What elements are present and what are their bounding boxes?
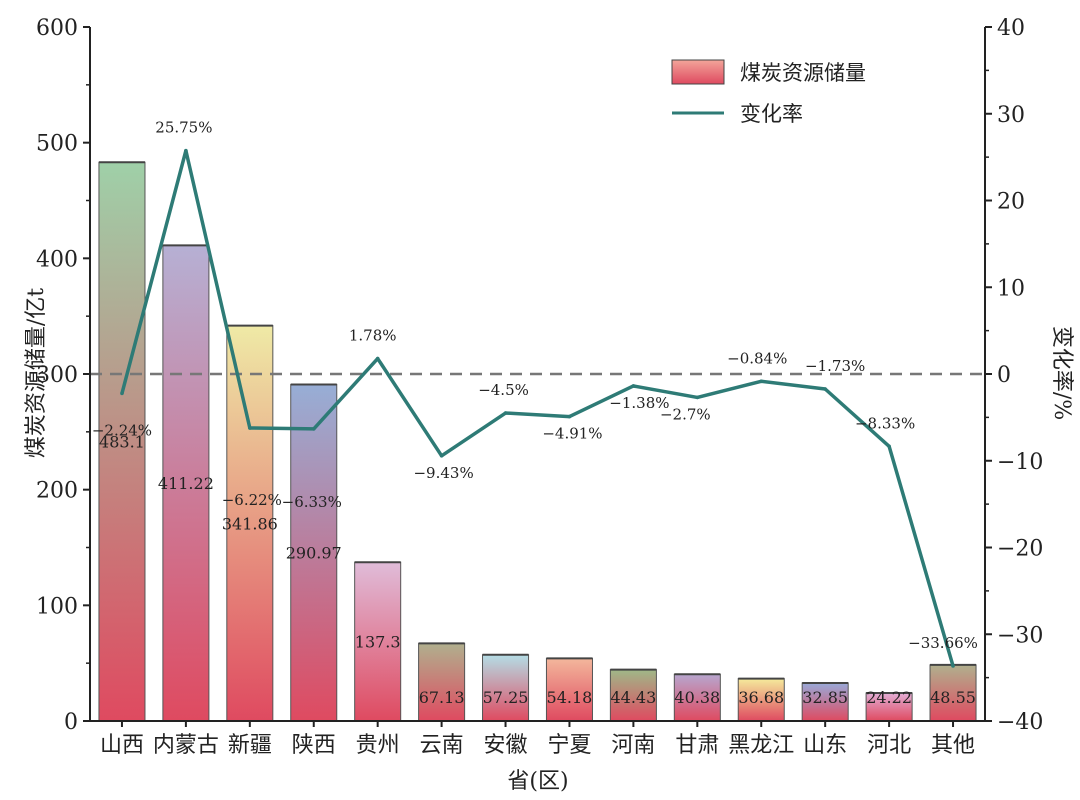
rate-point: [887, 444, 891, 449]
bar-value-label: 54.18: [547, 688, 593, 707]
legend: 煤炭资源储量 变化率: [671, 59, 866, 126]
axes-layer: 0 100 200 300 400 500 600 −40 −30 −20 −10 0 10 20 30 40…: [36, 16, 1043, 758]
x-axis-title: 省(区): [507, 769, 568, 794]
bar-value-label: 32.85: [802, 688, 848, 707]
y-tick-label: 300: [36, 363, 78, 388]
rate-value-label: 1.78%: [349, 327, 397, 345]
x-category-label: 其他: [931, 733, 975, 758]
y-tick-label: 100: [36, 594, 78, 619]
bar-value-label: 36.68: [738, 688, 784, 707]
x-category-label: 贵州: [356, 733, 400, 758]
bar: [98, 161, 146, 722]
y2-tick-label: 30: [997, 103, 1025, 128]
rate-value-label: −4.5%: [478, 381, 529, 399]
bar: [609, 669, 657, 722]
bar: [418, 642, 466, 722]
rate-point: [759, 379, 764, 384]
x-category-label: 内蒙古: [153, 733, 219, 758]
bar-value-label: 411.22: [158, 474, 214, 493]
y2-tick-label: −30: [997, 623, 1043, 648]
x-category-label: 安徽: [484, 733, 528, 758]
rate-value-label: −1.73%: [805, 357, 865, 375]
x-category-label: 宁夏: [547, 733, 591, 758]
rate-line-layer: [120, 148, 955, 668]
rate-value-label: −8.33%: [855, 414, 915, 432]
bar: [929, 664, 977, 722]
rate-point: [503, 411, 508, 415]
bar: [673, 673, 721, 722]
y-tick-label: 500: [36, 132, 78, 157]
bar-value-label: 24.22: [866, 688, 912, 707]
y-axis-title: 煤炭资源储量/亿t: [24, 288, 49, 458]
y2-tick-label: 20: [997, 190, 1025, 215]
legend-line-label: 变化率: [740, 102, 803, 126]
bar: [545, 657, 593, 722]
labels-layer: 483.1 411.22 341.86 290.97 137.3 67.13 57.25 54…: [92, 119, 978, 707]
x-category-label: 河南: [611, 733, 655, 758]
x-category-label: 陕西: [292, 733, 336, 758]
y-tick-label: 400: [36, 247, 78, 272]
y-tick-label: 600: [36, 16, 78, 41]
rate-point: [631, 384, 636, 388]
rate-point: [951, 664, 955, 668]
y2-tick-label: 0: [997, 363, 1011, 388]
y2-tick-label: −20: [997, 537, 1043, 562]
rate-point: [567, 414, 572, 419]
y2-tick-label: 10: [997, 276, 1025, 301]
y2-tick-label: −40: [997, 710, 1043, 735]
y2-axis-title: 变化率/%: [1049, 326, 1074, 420]
y2-tick-label: −10: [997, 450, 1043, 475]
bar-value-label: 341.86: [222, 514, 278, 533]
x-category-label: 河北: [867, 733, 911, 758]
x-category-label: 山东: [803, 733, 847, 758]
bar: [865, 692, 913, 722]
rate-value-label: 25.75%: [155, 119, 212, 137]
y-tick-label: 0: [64, 710, 78, 735]
x-category-label: 云南: [420, 733, 464, 758]
bar: [226, 325, 274, 722]
bar-value-label: 67.13: [419, 688, 465, 707]
bar: [482, 654, 530, 722]
rate-line: [120, 148, 955, 667]
x-category-label: 黑龙江: [728, 733, 794, 758]
bar-value-label: 44.43: [610, 688, 656, 707]
rate-point: [248, 426, 252, 430]
rate-value-label: −2.24%: [92, 421, 152, 439]
rate-point: [375, 356, 380, 361]
rate-value-label: −1.38%: [609, 394, 669, 412]
rate-point: [823, 387, 827, 391]
y-tick-label: 200: [36, 479, 78, 504]
rate-point: [120, 391, 124, 396]
bar-value-label: 483.1: [99, 433, 145, 452]
x-category-label: 山西: [100, 733, 144, 758]
rate-point: [695, 395, 700, 400]
legend-bar-swatch: [671, 59, 725, 85]
bar: [162, 244, 210, 722]
bar-value-label: 48.55: [930, 688, 976, 707]
rate-value-label: −33.66%: [908, 634, 978, 652]
rate-value-label: −9.43%: [413, 464, 473, 482]
rate-value-label: −6.33%: [282, 493, 342, 511]
x-category-label: 新疆: [228, 733, 272, 758]
y2-tick-label: 40: [997, 16, 1025, 41]
rate-value-label: −4.91%: [542, 425, 602, 443]
bar-value-label: 40.38: [674, 688, 720, 707]
bar-value-label: 290.97: [286, 544, 342, 563]
legend-bar-label: 煤炭资源储量: [740, 61, 866, 85]
rate-value-label: −0.84%: [727, 349, 787, 367]
bar: [354, 561, 402, 722]
rate-point: [439, 454, 444, 458]
bar-value-label: 57.25: [483, 688, 529, 707]
bars-layer: [98, 161, 977, 722]
bar-value-label: 137.3: [355, 633, 401, 652]
rate-point: [184, 148, 188, 153]
bar: [737, 678, 785, 722]
bar: [801, 682, 849, 722]
rate-value-label: −2.7%: [660, 405, 711, 423]
rate-point: [311, 427, 316, 431]
rate-value-label: −6.22%: [222, 491, 282, 509]
x-category-label: 甘肃: [675, 733, 719, 758]
